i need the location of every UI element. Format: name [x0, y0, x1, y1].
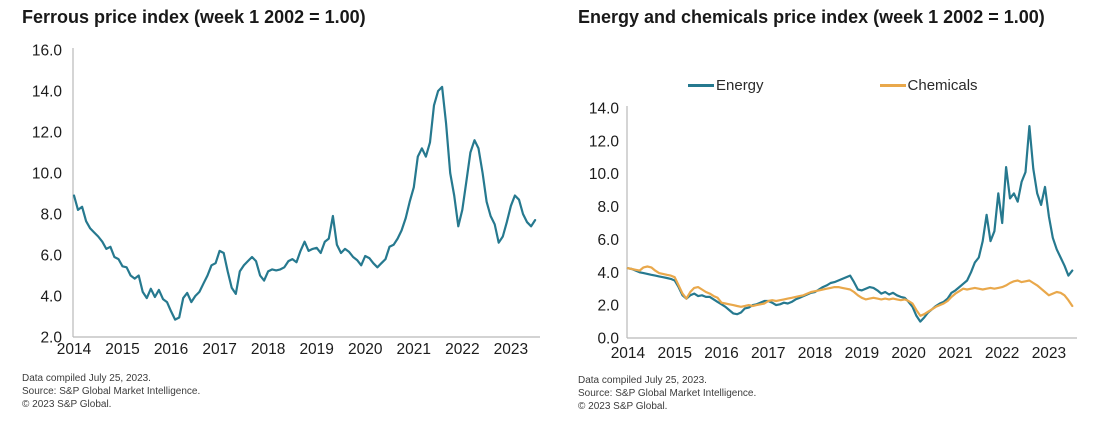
- energy-line-swatch-icon: [688, 84, 714, 87]
- x-tick-label: 2016: [704, 345, 738, 362]
- footnote-source-line: Source: S&P Global Market Intelligence.: [22, 386, 201, 397]
- energy-chemicals-chart-title: Energy and chemicals price index (week 1…: [578, 7, 1045, 27]
- ferrous-chart-plot: 2.0 4.0 6.0 8.0 10.0 12.0 14.0 16.0 2014 2015 2016…: [32, 43, 540, 358]
- x-tick-label: 2014: [611, 345, 646, 362]
- x-tick-label: 2023: [494, 341, 528, 358]
- x-tick-label: 2019: [299, 341, 333, 358]
- x-tick-label: 2021: [938, 345, 972, 362]
- y-tick-label: 14.0: [589, 101, 620, 118]
- ferrous-line: [72, 85, 537, 321]
- x-tick-label: 2023: [1032, 345, 1066, 362]
- y-tick-label: 8.0: [40, 207, 62, 224]
- x-tick-label: 2019: [845, 345, 879, 362]
- y-tick-label: 10.0: [589, 166, 620, 183]
- chemicals-line: [626, 265, 1074, 317]
- x-tick-label: 2016: [154, 341, 188, 358]
- footnote-compiled-line: Data compiled July 25, 2023.: [578, 375, 707, 386]
- x-tick-label: 2017: [751, 345, 785, 362]
- ferrous-chart-title: Ferrous price index (week 1 2002 = 1.00): [22, 7, 366, 27]
- y-tick-label: 6.0: [40, 248, 62, 265]
- y-tick-label: 10.0: [32, 166, 63, 183]
- footnote-source-line: Source: S&P Global Market Intelligence.: [578, 388, 757, 399]
- footnote-copyright-line: © 2023 S&P Global.: [22, 399, 112, 410]
- y-tick-label: 4.0: [40, 289, 62, 306]
- y-tick-label: 0.0: [597, 331, 619, 348]
- legend-item-energy: Energy: [688, 77, 764, 94]
- x-tick-label: 2018: [798, 345, 832, 362]
- y-tick-label: 14.0: [32, 84, 63, 101]
- legend: Energy Chemicals: [688, 77, 978, 94]
- y-tick-label: 8.0: [597, 199, 619, 216]
- x-tick-label: 2020: [891, 345, 926, 362]
- legend-label-chemicals: Chemicals: [907, 77, 978, 94]
- energy-line: [626, 125, 1074, 323]
- y-tick-label: 12.0: [589, 133, 620, 150]
- x-tick-label: 2017: [202, 341, 236, 358]
- y-tick-label: 12.0: [32, 125, 63, 142]
- x-tick-label: 2021: [397, 341, 431, 358]
- x-tick-label: 2015: [105, 341, 139, 358]
- footnote-compiled-line: Data compiled July 25, 2023.: [22, 373, 151, 384]
- legend-label-energy: Energy: [716, 77, 764, 94]
- energy-chemicals-chart-plot: 0.0 2.0 4.0 6.0 8.0 10.0 12.0 14.0 2014 2015 2016 2…: [589, 101, 1077, 362]
- x-tick-label: 2014: [57, 341, 92, 358]
- y-tick-label: 6.0: [597, 232, 619, 249]
- x-tick-label: 2018: [251, 341, 285, 358]
- x-tick-label: 2020: [348, 341, 383, 358]
- x-tick-label: 2015: [657, 345, 691, 362]
- y-tick-label: 4.0: [597, 265, 619, 282]
- x-tick-label: 2022: [985, 345, 1019, 362]
- footnote-copyright-line: © 2023 S&P Global.: [578, 401, 668, 412]
- x-tick-label: 2022: [445, 341, 479, 358]
- legend-item-chemicals: Chemicals: [879, 77, 978, 94]
- chemicals-line-swatch-icon: [879, 84, 906, 87]
- energy-chemicals-chart-footnote: Data compiled July 25, 2023. Source: S&P…: [578, 374, 756, 413]
- y-tick-label: 2.0: [40, 330, 62, 347]
- ferrous-chart-footnote: Data compiled July 25, 2023. Source: S&P…: [22, 372, 200, 411]
- y-tick-label: 16.0: [32, 43, 63, 60]
- y-tick-label: 2.0: [597, 298, 619, 315]
